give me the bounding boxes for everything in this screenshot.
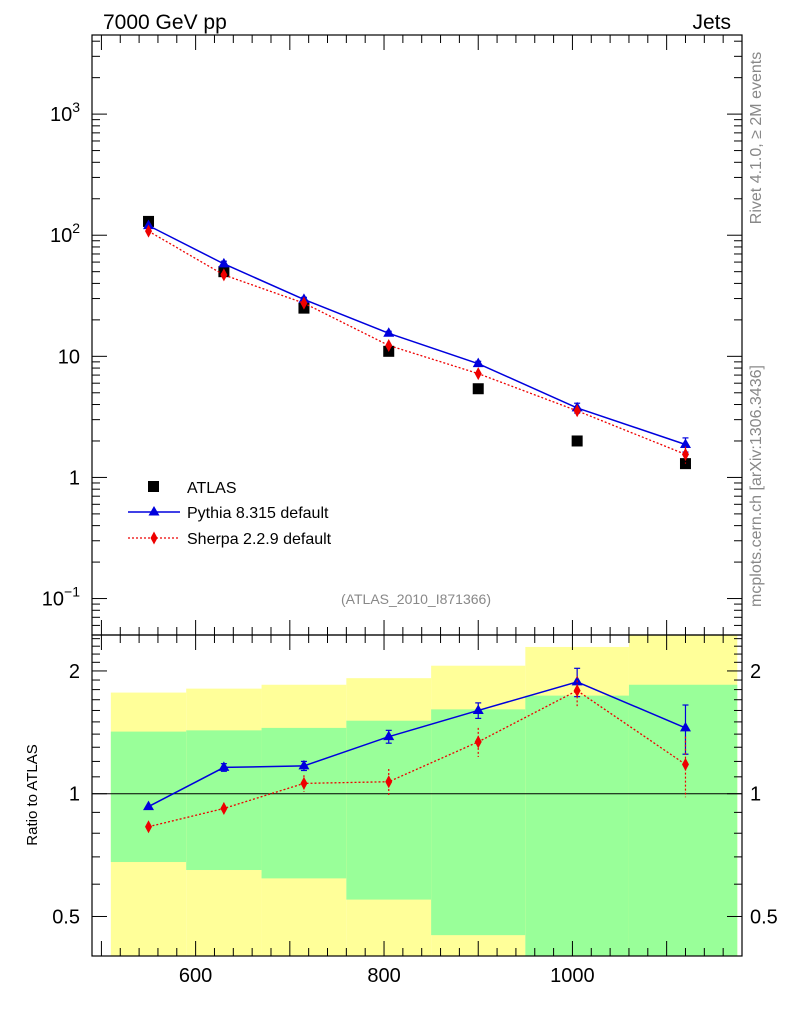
band-inner-6	[628, 684, 738, 956]
xtick-label-800: 800	[367, 965, 400, 987]
ratio-panel-frame	[91, 634, 743, 957]
mcplots-label: mcplots.cern.ch [arXiv:1306.3436]	[748, 365, 765, 607]
ratio-series-layer	[143, 667, 691, 834]
ratio-pythia-point-3	[383, 730, 395, 741]
main-ytick-label-4: 103	[50, 99, 80, 126]
ratio-sherpa-point-1	[220, 801, 228, 815]
main-pythia-line	[148, 224, 686, 446]
legend-sherpa-marker	[150, 531, 158, 545]
main-sherpa-point-4	[474, 367, 482, 381]
ratio-ytick-label-left-0: 0.5	[52, 906, 80, 928]
ratio-sherpa-point-3	[385, 775, 393, 789]
ratio-sherpa-point-2	[300, 776, 308, 790]
legend-pythia-marker	[148, 506, 160, 516]
main-sherpa-point-2	[300, 296, 308, 310]
ratio-pythia-point-1	[218, 761, 230, 771]
main-ytick-label-3: 102	[50, 220, 80, 247]
main-atlas-point-4	[472, 383, 484, 395]
band-inner-5	[525, 695, 629, 956]
main-sherpa-point-3	[385, 338, 393, 352]
xtick-label-600: 600	[179, 965, 212, 987]
process-label: Jets	[692, 11, 731, 34]
band-inner-2	[261, 727, 347, 879]
analysis-id-label: (ATLAS_2010_I871366)	[341, 591, 491, 607]
main-pythia-point-4	[472, 357, 484, 368]
legend: ATLAS Pythia 8.315 default Sherpa 2.2.9 …	[128, 480, 332, 548]
band-inner-3	[346, 720, 432, 900]
main-sherpa-point-1	[220, 268, 228, 282]
main-ytick-label-2: 10	[58, 346, 80, 368]
axes-layer: 10−1 1 10 102 103 0.5 0.5 1 1 2 2 600 800 1000	[42, 35, 778, 987]
main-pythia-point-3	[383, 327, 395, 337]
xtick-label-1000: 1000	[550, 965, 595, 987]
legend-pythia-label: Pythia 8.315 default	[187, 505, 329, 522]
main-pythia-point-1	[218, 257, 230, 268]
rivet-version-label: Rivet 4.1.0, ≥ 2M events	[748, 52, 765, 224]
ratio-pythia-point-2	[298, 759, 310, 770]
ratio-uncertainty-bands	[92, 635, 742, 956]
main-ytick-label-0: 10−1	[42, 584, 80, 611]
main-sherpa-point-0	[145, 224, 153, 238]
ratio-ytick-label-left-1: 1	[69, 784, 80, 806]
band-inner-0	[110, 731, 187, 863]
main-pythia-point-6	[679, 438, 691, 449]
ratio-sherpa-point-0	[145, 820, 153, 834]
legend-atlas-label: ATLAS	[187, 480, 237, 497]
ratio-sherpa-point-6	[681, 757, 689, 771]
main-sherpa-point-5	[573, 404, 581, 418]
legend-atlas-marker	[148, 481, 159, 492]
main-series-layer	[143, 215, 691, 470]
ratio-ytick-label-right-2: 2	[750, 661, 761, 683]
ratio-pythia-point-4	[472, 704, 484, 714]
main-pythia-point-0	[143, 219, 155, 230]
main-ytick-label-1: 1	[69, 467, 80, 489]
main-sherpa-point-6	[681, 447, 689, 461]
energy-label: 7000 GeV pp	[103, 11, 227, 34]
ratio-ytick-label-right-0: 0.5	[750, 906, 778, 928]
legend-sherpa-label: Sherpa 2.2.9 default	[187, 531, 332, 548]
ratio-ytick-label-left-2: 2	[69, 661, 80, 683]
ratio-sherpa-point-4	[474, 735, 482, 749]
ratio-pythia-point-6	[679, 721, 691, 732]
main-atlas-point-5	[571, 435, 583, 447]
ratio-y-axis-label: Ratio to ATLAS	[24, 744, 41, 845]
band-inner-1	[186, 730, 262, 871]
ratio-pythia-point-0	[143, 800, 155, 811]
ratio-sherpa-point-5	[573, 684, 581, 698]
ratio-ytick-label-right-1: 1	[750, 784, 761, 806]
